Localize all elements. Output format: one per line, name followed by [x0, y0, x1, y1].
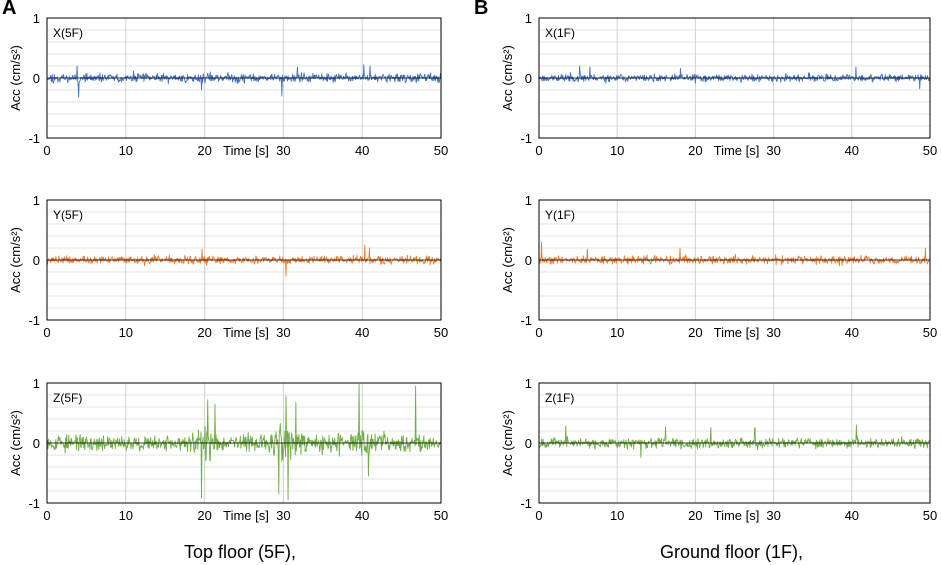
- x-tick-label: 50: [434, 508, 448, 523]
- y-tick-label: 1: [525, 11, 532, 26]
- x-tick-label: 0: [43, 325, 50, 340]
- x-tick-label: 30: [276, 325, 290, 340]
- series-line-x5f: [46, 64, 442, 98]
- series-line-y1f: [538, 241, 931, 267]
- y-tick-label: 0: [525, 436, 532, 451]
- y-tick-label: 0: [33, 253, 40, 268]
- x-tick-label: 20: [197, 325, 211, 340]
- x-tick-label: 10: [610, 143, 624, 158]
- y-axis-label: Acc (cm/s²): [500, 410, 515, 476]
- x-tick-label: 30: [766, 508, 780, 523]
- x-tick-label: 50: [923, 508, 937, 523]
- plot-frame: [46, 17, 442, 139]
- panel-letter-b: B: [474, 0, 489, 19]
- y-tick-label: 1: [525, 193, 532, 208]
- x-tick-label: 40: [845, 508, 859, 523]
- x-tick-label: 0: [535, 325, 542, 340]
- y-tick-label: 0: [33, 71, 40, 86]
- x-tick-label: 50: [923, 143, 937, 158]
- chart-title: Z(1F): [545, 391, 574, 405]
- x-tick-label: 50: [434, 325, 448, 340]
- x-tick-label: 30: [766, 143, 780, 158]
- y-tick-label: 0: [33, 436, 40, 451]
- x-tick-label: 40: [355, 325, 369, 340]
- x-tick-label: 20: [688, 143, 702, 158]
- y-tick-label: 1: [33, 193, 40, 208]
- x-tick-label: 0: [535, 508, 542, 523]
- x-tick-label: 10: [119, 508, 133, 523]
- y-axis-label: Acc (cm/s²): [8, 227, 23, 293]
- chart-title: Y(5F): [53, 208, 83, 222]
- series-line-x1f: [538, 65, 931, 90]
- chart-title: Z(5F): [53, 391, 82, 405]
- y-tick-label: 1: [33, 11, 40, 26]
- x-axis-label: Time [s]: [223, 325, 269, 340]
- x-tick-label: 50: [923, 325, 937, 340]
- x-tick-label: 10: [119, 325, 133, 340]
- x-tick-label: 20: [688, 325, 702, 340]
- x-tick-label: 0: [43, 143, 50, 158]
- x-tick-label: 30: [766, 325, 780, 340]
- x-tick-label: 10: [610, 508, 624, 523]
- x-tick-label: 30: [276, 143, 290, 158]
- x-tick-label: 20: [197, 143, 211, 158]
- y-tick-label: -1: [520, 131, 532, 146]
- x-tick-label: 40: [845, 143, 859, 158]
- y-tick-label: -1: [520, 313, 532, 328]
- plot-frame: [538, 199, 931, 321]
- caption-top-floor: Top floor (5F),: [184, 542, 297, 562]
- plot-frame: [46, 382, 442, 504]
- x-tick-label: 50: [434, 143, 448, 158]
- plot-frame: [538, 382, 931, 504]
- y-tick-label: 0: [525, 71, 532, 86]
- chart-title: X(5F): [53, 26, 83, 40]
- y-axis-label: Acc (cm/s²): [8, 45, 23, 111]
- y-tick-label: -1: [520, 496, 532, 511]
- caption-ground-floor: Ground floor (1F),: [660, 542, 804, 562]
- plot-frame: [538, 17, 931, 139]
- y-tick-label: -1: [28, 313, 40, 328]
- chart-title: Y(1F): [545, 208, 575, 222]
- series-line-z5f: [46, 383, 442, 501]
- series-line-y5f: [46, 244, 442, 277]
- x-tick-label: 40: [355, 508, 369, 523]
- x-tick-label: 40: [355, 143, 369, 158]
- x-tick-label: 20: [197, 508, 211, 523]
- chart-title: X(1F): [545, 26, 575, 40]
- y-axis-label: Acc (cm/s²): [500, 45, 515, 111]
- x-tick-label: 0: [43, 508, 50, 523]
- y-axis-label: Acc (cm/s²): [8, 410, 23, 476]
- series-line-z1f: [538, 424, 931, 458]
- x-tick-label: 20: [688, 508, 702, 523]
- y-tick-label: 0: [525, 253, 532, 268]
- y-tick-label: -1: [28, 131, 40, 146]
- x-axis-label: Time [s]: [714, 143, 760, 158]
- x-axis-label: Time [s]: [223, 143, 269, 158]
- x-tick-label: 40: [845, 325, 859, 340]
- x-axis-label: Time [s]: [714, 508, 760, 523]
- panel-letter-a: A: [2, 0, 17, 19]
- x-tick-label: 30: [276, 508, 290, 523]
- y-tick-label: 1: [525, 376, 532, 391]
- x-axis-label: Time [s]: [223, 508, 269, 523]
- x-axis-label: Time [s]: [714, 325, 760, 340]
- x-tick-label: 10: [119, 143, 133, 158]
- y-tick-label: -1: [28, 496, 40, 511]
- x-tick-label: 10: [610, 325, 624, 340]
- y-axis-label: Acc (cm/s²): [500, 227, 515, 293]
- plot-frame: [46, 199, 442, 321]
- y-tick-label: 1: [33, 376, 40, 391]
- x-tick-label: 0: [535, 143, 542, 158]
